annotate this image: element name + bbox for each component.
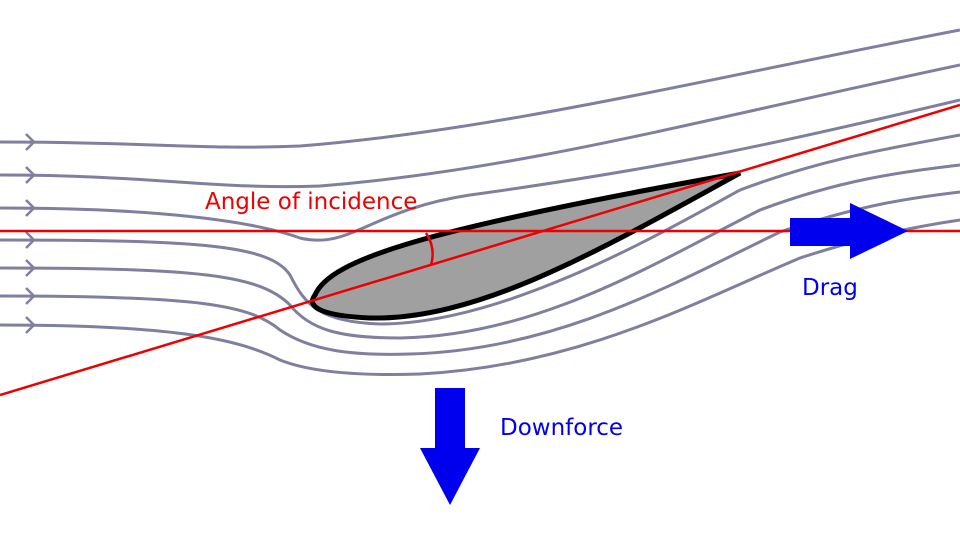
streamline xyxy=(0,163,960,340)
streamline xyxy=(0,133,960,326)
streamline xyxy=(0,98,960,242)
downforce-arrow xyxy=(420,388,480,505)
streamline xyxy=(0,63,960,189)
drag-label: Drag xyxy=(802,275,858,301)
angle-label: Angle of incidence xyxy=(205,189,417,215)
angle-arc xyxy=(424,232,434,266)
airfoil xyxy=(310,170,742,321)
drag-arrow xyxy=(790,203,908,259)
streamline xyxy=(0,190,960,356)
streamlines xyxy=(0,28,960,376)
flow-arrows xyxy=(25,133,36,334)
chord-line xyxy=(0,103,960,397)
streamline xyxy=(0,218,960,376)
downforce-label: Downforce xyxy=(500,415,623,441)
streamline xyxy=(0,28,960,149)
